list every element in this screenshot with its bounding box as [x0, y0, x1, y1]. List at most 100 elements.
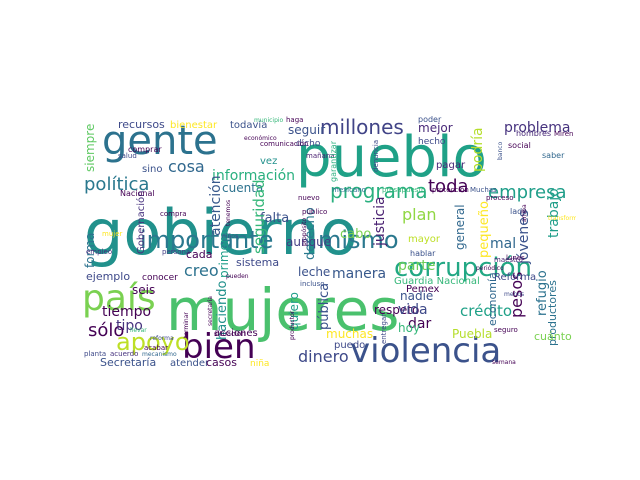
- word-manana: mañana: [306, 152, 335, 160]
- word-corrupcion: corrupción: [394, 253, 532, 283]
- word-solo: sólo: [88, 320, 124, 341]
- word-pagar: pagar: [436, 160, 466, 171]
- word-nadie: nadie: [400, 289, 433, 303]
- word-forma: forma: [83, 233, 97, 268]
- word-seguro: seguro: [494, 326, 518, 334]
- word-seis: seis: [132, 283, 155, 297]
- word-lado: lado: [510, 207, 527, 216]
- word-economia: economía: [486, 272, 499, 326]
- word-cuenta: cuenta: [222, 181, 263, 195]
- word-mayor: mayor: [408, 234, 441, 245]
- word-persona: persona: [162, 248, 190, 256]
- word-sistema: sistema: [236, 256, 279, 269]
- word-puedo: puedo: [334, 340, 365, 351]
- word-gente: gente: [102, 118, 218, 164]
- word-politica: política: [84, 174, 149, 195]
- word-atencion: atención: [208, 175, 224, 236]
- word-incluso: incluso: [300, 280, 325, 288]
- word-guardia-nacional: Guardia Nacional: [394, 276, 480, 287]
- word-programa: programa: [330, 179, 428, 203]
- word-bien: bien: [182, 327, 256, 367]
- word-ejemplo: ejemplo: [86, 270, 130, 283]
- word-primero: primero: [217, 231, 231, 278]
- word-muchas: muchas: [326, 327, 373, 341]
- word-miren: Miren: [554, 130, 573, 138]
- word-cada: cada: [186, 248, 213, 261]
- word-acciones: acciones: [214, 328, 258, 339]
- word-mujer: mujer: [102, 230, 123, 238]
- word-seguir: seguir: [288, 123, 325, 137]
- word-apoyo: apoyo: [116, 328, 190, 356]
- word-secretaria: Secretaría: [100, 356, 156, 369]
- word-social: social: [508, 141, 531, 150]
- word-pemex: Pemex: [406, 284, 440, 295]
- word-millones: millones: [320, 115, 404, 139]
- word-proposito: propósito: [301, 218, 308, 246]
- word-productor: productor: [289, 310, 296, 340]
- word-hablar: hablar: [410, 249, 436, 258]
- word-vez: vez: [260, 156, 277, 167]
- word-justicia: justicia: [372, 196, 388, 247]
- word-reforma: reforma: [150, 335, 174, 342]
- word-muchas: Muchas: [470, 186, 497, 194]
- word-aunque: aunque: [286, 235, 331, 249]
- word-conocer: conocer: [142, 273, 178, 283]
- word-situacion: situación: [214, 330, 246, 338]
- word-nuevo: nuevo: [298, 194, 320, 202]
- word-seguridad: seguridad: [250, 179, 268, 254]
- word-podria: podría: [470, 127, 486, 172]
- word-economico: económico: [244, 135, 277, 142]
- word-publica: pública: [317, 283, 332, 330]
- word-acuerdo: acuerdo: [110, 350, 138, 358]
- word-pueblo: pueblo: [296, 125, 487, 190]
- word-cabo: cabo: [340, 227, 371, 242]
- word-dicho: dicho: [296, 139, 321, 149]
- word-garantizar: garantizar: [329, 140, 338, 182]
- word-productores: productores: [546, 280, 559, 346]
- word-mecanismo: mecanismo: [142, 351, 177, 358]
- word-compra: compra: [160, 210, 187, 218]
- word-manera: manera: [332, 266, 386, 282]
- word-empresa: empresa: [488, 182, 567, 203]
- word-tipo: tipo: [116, 318, 143, 334]
- word-informacion: información: [212, 168, 295, 184]
- word-siempre: siempre: [83, 124, 97, 172]
- word-mejor: mejor: [418, 121, 453, 135]
- word-general: general: [453, 204, 467, 250]
- word-mexicano: mexicano: [332, 186, 366, 194]
- word-mujeres: mujeres: [166, 276, 400, 344]
- word-recursos: recursos: [118, 118, 165, 131]
- word-comunicacion: comunicación: [260, 140, 308, 148]
- word-mal: mal: [490, 236, 516, 252]
- word-gobernacion: Gobernación: [135, 190, 147, 254]
- word-haga: haga: [286, 116, 303, 124]
- word-derecho: derecho: [303, 207, 318, 260]
- word-salud: salud: [118, 152, 137, 160]
- word-arriba: arriba: [521, 204, 528, 222]
- word-respeto: respeto: [374, 303, 419, 317]
- word-planta: planta: [84, 350, 106, 358]
- word-cosa: cosa: [168, 157, 205, 176]
- word-cloud: gobierno mujeres pueblo gente violencia bien p…: [80, 108, 576, 372]
- word-municipio: municipio: [254, 117, 284, 124]
- word-pesos: pesos: [507, 272, 526, 318]
- word-toda: toda: [428, 176, 469, 197]
- word-cloud-canvas: gobiernomujerespueblogenteviolenciabienp…: [82, 115, 576, 371]
- word-gobierno: gobierno: [84, 196, 358, 269]
- word-quiero: quiero: [287, 292, 301, 330]
- word-nina: niña: [250, 359, 269, 369]
- word-todavia: todavía: [230, 119, 267, 131]
- word-problema: problema: [504, 120, 571, 136]
- word-proceso: proceso: [486, 194, 514, 202]
- word-tiempo: tiempo: [102, 304, 151, 320]
- word-dinero: dinero: [298, 347, 349, 366]
- word-puebla: Puebla: [452, 327, 492, 341]
- word-falta: falta: [260, 211, 289, 226]
- word-creo: creo: [184, 261, 219, 280]
- word-semana: semana: [492, 359, 516, 366]
- word-ninos: niños: [222, 233, 238, 240]
- word-casos: casos: [206, 356, 237, 369]
- word-vida: vida: [398, 302, 428, 318]
- word-pequeno: pequeño: [477, 201, 492, 258]
- word-saber: saber: [542, 151, 565, 160]
